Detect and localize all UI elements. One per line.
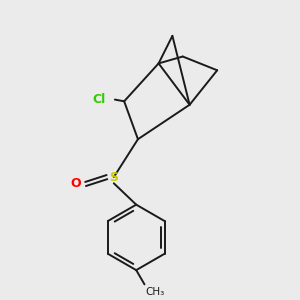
Text: O: O — [70, 178, 81, 190]
Text: Cl: Cl — [92, 93, 105, 106]
Text: CH₃: CH₃ — [146, 287, 165, 297]
Text: S: S — [109, 171, 118, 184]
